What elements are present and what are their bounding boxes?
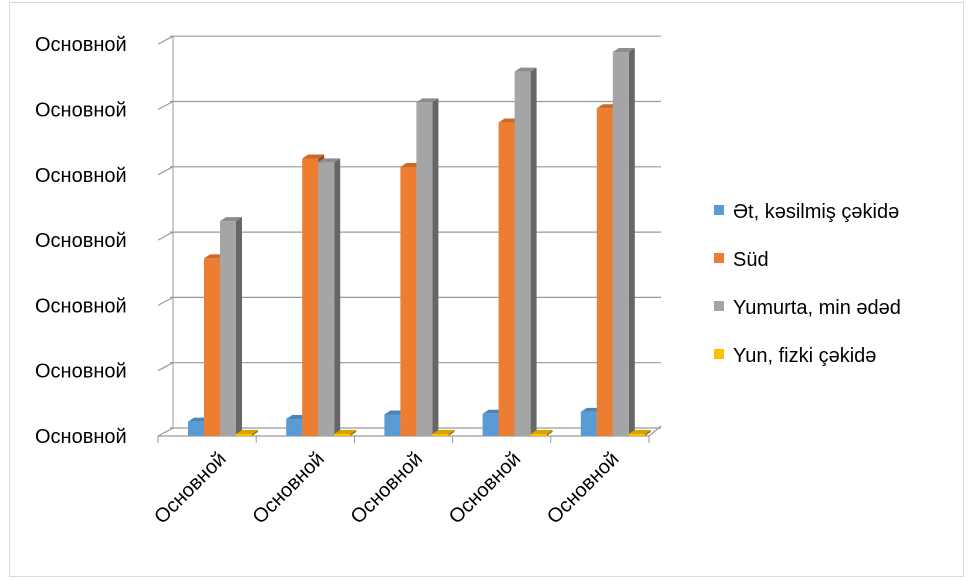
legend-item: Yun, fizki çəkidə [714, 345, 876, 367]
gridline-depth [157, 296, 174, 306]
bar [628, 430, 651, 436]
legend-swatch [714, 349, 724, 359]
gridline-depth [157, 231, 174, 241]
legend-swatch [714, 205, 724, 215]
chart-frame [9, 2, 964, 577]
bar [612, 48, 635, 436]
gridline-depth [157, 362, 174, 372]
legend-item: Yumurta, min ədəd [714, 297, 901, 319]
bars [188, 48, 651, 437]
gridline-depth [157, 100, 174, 111]
bar [530, 430, 553, 436]
bar [514, 67, 537, 436]
legend-label: Yumurta, min ədəd [733, 297, 901, 319]
y-tick-label: Основной [35, 34, 127, 56]
bar [220, 217, 242, 436]
gridline-depth [157, 166, 174, 176]
legend-swatch [714, 253, 724, 263]
y-tick-label: Основной [35, 230, 127, 252]
y-tick-label: Основной [35, 100, 127, 122]
y-axis-ticks: Основной Основной Основной Основной Основной… [35, 34, 127, 448]
x-tick-label: Основной [150, 448, 230, 528]
legend-swatch [714, 301, 724, 311]
bar [416, 98, 439, 436]
x-tick-label: Основной [445, 448, 525, 528]
bar [334, 430, 357, 436]
gridline-depth [157, 35, 174, 45]
legend-item: Süd [714, 249, 769, 271]
floor-right-edge [648, 425, 662, 437]
legend: Ət, kəsilmiş çəkidə Süd Yumurta, min ədəd Y… [714, 201, 901, 367]
bar [318, 158, 341, 436]
x-tick-label: Основной [347, 448, 427, 528]
legend-label: Ət, kəsilmiş çəkidə [733, 201, 899, 223]
y-tick-label: Основной [35, 295, 127, 317]
x-axis-ticks: Основной Основной Основной Основной Основной [150, 436, 650, 528]
legend-item: Ət, kəsilmiş çəkidə [714, 201, 899, 223]
y-tick-label: Основной [35, 361, 127, 383]
legend-label: Yun, fizki çəkidə [733, 345, 876, 367]
x-tick-label: Основной [543, 448, 623, 528]
x-tick-label: Основной [248, 448, 328, 528]
y-tick-label: Основной [35, 426, 127, 448]
y-tick-label: Основной [35, 165, 127, 187]
bar [432, 430, 455, 436]
bar [236, 430, 258, 436]
gridline-depth [157, 427, 174, 437]
legend-label: Süd [733, 249, 769, 271]
